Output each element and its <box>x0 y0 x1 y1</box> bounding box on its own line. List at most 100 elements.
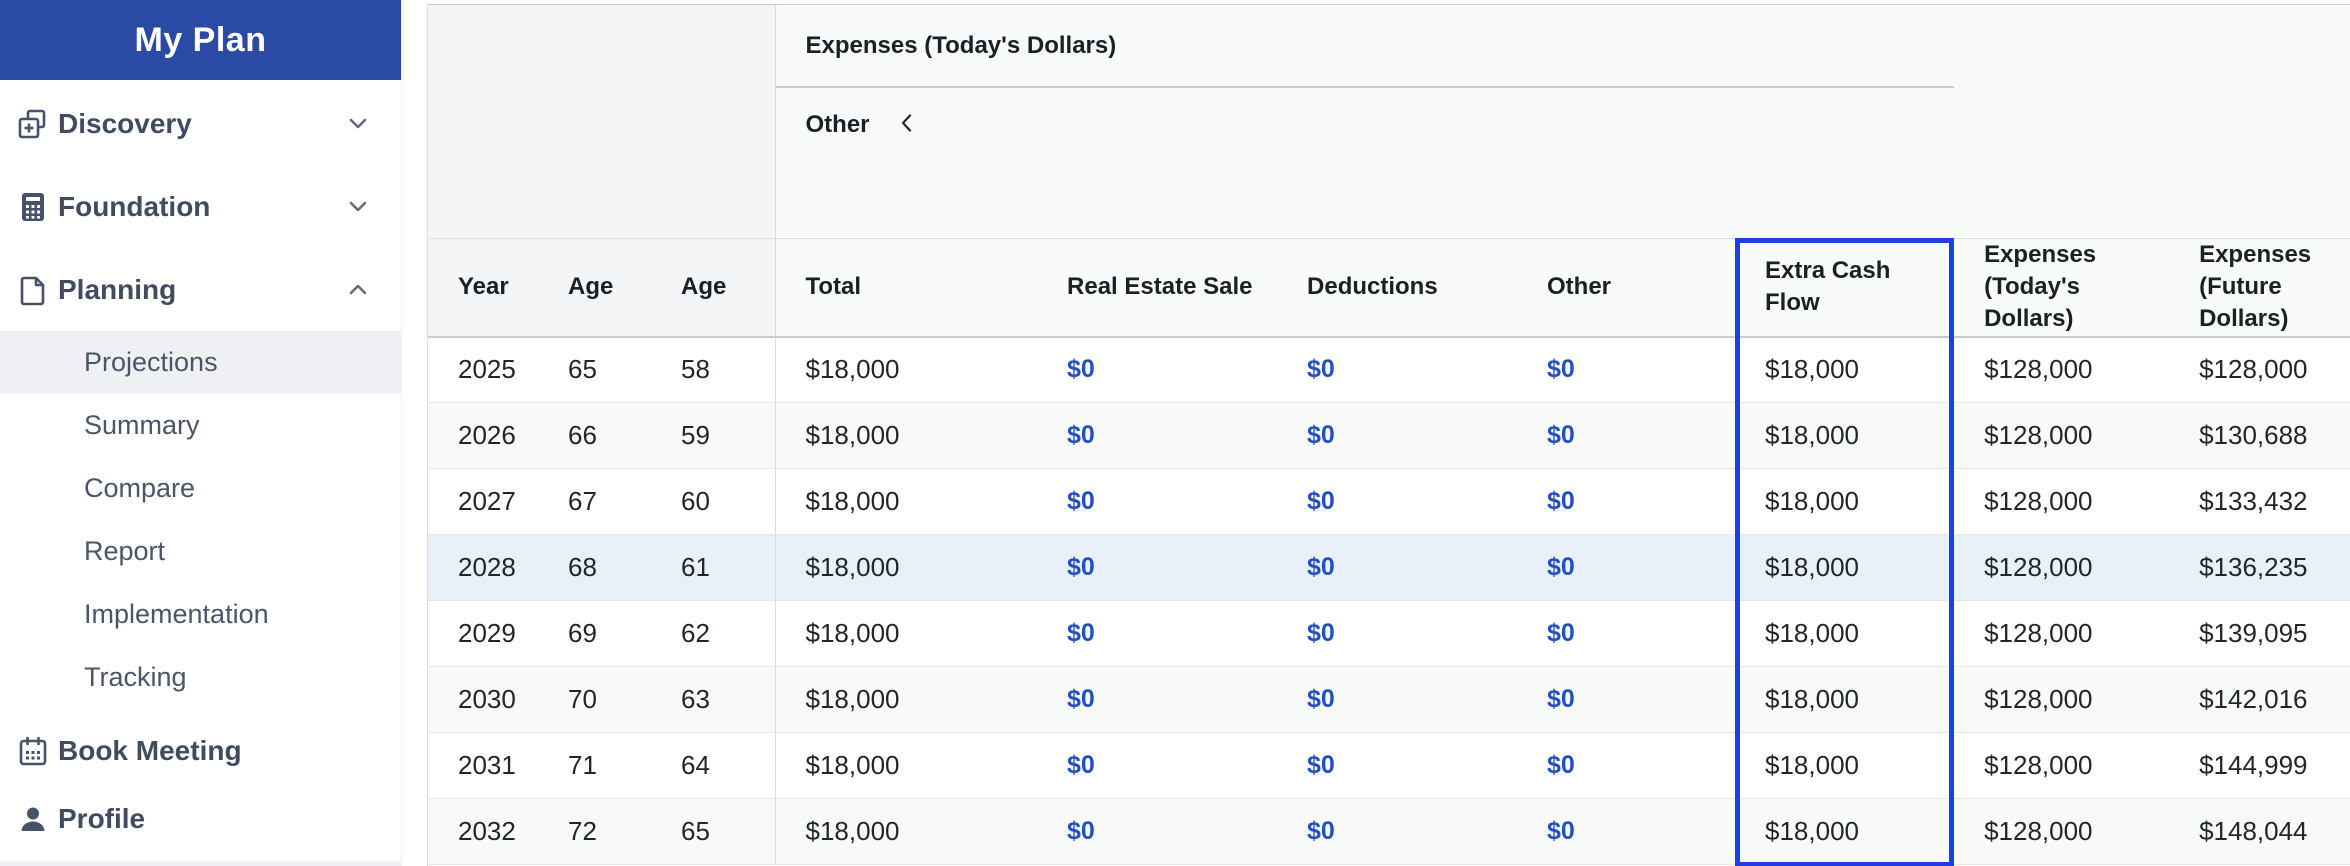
cell-year: 2029 <box>428 600 538 668</box>
sidebar-item-book-meeting[interactable]: Book Meeting <box>0 717 401 785</box>
collapse-chevron-left-icon[interactable] <box>896 112 918 134</box>
table-row[interactable]: 2031 71 64 $18,000 $0 $0 $0 $18,000 $128,000 $144… <box>428 732 2350 800</box>
cell-expenses-future-dollars: $130,688 <box>2169 402 2350 470</box>
cell-extra-cash-flow: $18,000 <box>1735 336 1955 404</box>
sidebar-item-label: Profile <box>58 803 146 834</box>
chevron-up-icon[interactable] <box>343 275 373 305</box>
cell-expenses-todays-dollars: $128,000 <box>1954 600 2170 668</box>
cell-deductions[interactable]: $0 <box>1277 798 1518 866</box>
cell-age-spouse: 62 <box>651 600 776 668</box>
col-header-real-estate-sale: Real Estate Sale <box>1037 237 1278 338</box>
cell-age-spouse: 58 <box>651 336 776 404</box>
chevron-down-icon[interactable] <box>343 109 373 139</box>
cell-other[interactable]: $0 <box>1517 402 1736 470</box>
cell-expenses-todays-dollars: $128,000 <box>1954 732 2170 800</box>
sidebar-subitem-label: Summary <box>84 410 200 440</box>
cell-expenses-future-dollars: $144,999 <box>2169 732 2350 800</box>
sidebar-subitem-label: Report <box>84 536 166 566</box>
cell-real-estate-sale[interactable]: $0 <box>1037 534 1278 602</box>
cell-total: $18,000 <box>775 732 1038 800</box>
header-top-right-cell <box>1954 5 2350 238</box>
cell-other[interactable]: $0 <box>1517 732 1736 800</box>
cell-total: $18,000 <box>775 468 1038 536</box>
col-header-year: Year <box>428 237 538 338</box>
cell-other[interactable]: $0 <box>1517 798 1736 866</box>
sidebar-item-report[interactable]: Report <box>0 520 401 583</box>
cell-real-estate-sale[interactable]: $0 <box>1037 402 1278 470</box>
cell-real-estate-sale[interactable]: $0 <box>1037 798 1278 866</box>
sidebar-item-projections[interactable]: Projections <box>0 331 401 394</box>
sidebar-subitem-label: Implementation <box>84 599 269 629</box>
cell-real-estate-sale[interactable]: $0 <box>1037 666 1278 734</box>
table-row[interactable]: 2032 72 65 $18,000 $0 $0 $0 $18,000 $128,000 $148… <box>428 798 2350 866</box>
cell-total: $18,000 <box>775 798 1038 866</box>
cell-year: 2032 <box>428 798 538 866</box>
cell-age-spouse: 61 <box>651 534 776 602</box>
sidebar-item-implementation[interactable]: Implementation <box>0 583 401 646</box>
table-row[interactable]: 2026 66 59 $18,000 $0 $0 $0 $18,000 $128,000 $130… <box>428 402 2350 470</box>
col-header-expenses-todays: Expenses (Today's Dollars) <box>1954 237 2170 338</box>
sidebar-subitem-label: Tracking <box>84 662 187 692</box>
table-row[interactable]: 2030 70 63 $18,000 $0 $0 $0 $18,000 $128,000 $142… <box>428 666 2350 734</box>
cell-deductions[interactable]: $0 <box>1277 402 1518 470</box>
cell-expenses-future-dollars: $139,095 <box>2169 600 2350 668</box>
cell-deductions[interactable]: $0 <box>1277 468 1518 536</box>
planning-submenu: Projections Summary Compare Report Imple… <box>0 331 401 709</box>
cell-deductions[interactable]: $0 <box>1277 732 1518 800</box>
cell-total: $18,000 <box>775 402 1038 470</box>
table-row[interactable]: 2029 69 62 $18,000 $0 $0 $0 $18,000 $128,000 $139… <box>428 600 2350 668</box>
cell-real-estate-sale[interactable]: $0 <box>1037 468 1278 536</box>
cell-total: $18,000 <box>775 600 1038 668</box>
table-row[interactable]: 2025 65 58 $18,000 $0 $0 $0 $18,000 $128,000 $128… <box>428 336 2350 404</box>
sidebar-item-profile[interactable]: Profile <box>0 785 401 853</box>
cell-real-estate-sale[interactable]: $0 <box>1037 732 1278 800</box>
cell-deductions[interactable]: $0 <box>1277 666 1518 734</box>
plan-title-text: My Plan <box>134 20 267 59</box>
sidebar: My Plan Discovery <box>0 0 402 866</box>
sidebar-item-foundation[interactable]: Foundation <box>0 165 401 248</box>
cell-total: $18,000 <box>775 666 1038 734</box>
cell-year: 2025 <box>428 336 538 404</box>
sidebar-item-label: Foundation <box>58 190 211 222</box>
cell-expenses-todays-dollars: $128,000 <box>1954 468 2170 536</box>
cell-real-estate-sale[interactable]: $0 <box>1037 600 1278 668</box>
cell-age-primary: 69 <box>538 600 651 668</box>
cell-expenses-future-dollars: $136,235 <box>2169 534 2350 602</box>
col-header-deductions: Deductions <box>1277 237 1518 338</box>
group-header-row: Expenses (Today's Dollars) <box>428 5 2350 238</box>
sidebar-subitem-label: Compare <box>84 473 196 503</box>
sidebar-item-tracking[interactable]: Tracking <box>0 646 401 709</box>
cell-other[interactable]: $0 <box>1517 468 1736 536</box>
sidebar-item-planning[interactable]: Planning <box>0 248 401 331</box>
discovery-add-icon <box>15 106 51 142</box>
cell-other[interactable]: $0 <box>1517 666 1736 734</box>
sidebar-item-discovery[interactable]: Discovery <box>0 82 401 165</box>
cell-age-primary: 67 <box>538 468 651 536</box>
sidebar-item-compare[interactable]: Compare <box>0 457 401 520</box>
cell-expenses-todays-dollars: $128,000 <box>1954 666 2170 734</box>
subgroup-label: Other <box>805 111 870 138</box>
cell-real-estate-sale[interactable]: $0 <box>1037 336 1278 404</box>
sidebar-item-summary[interactable]: Summary <box>0 394 401 457</box>
col-header-extra-cash-flow: Extra Cash Flow <box>1735 237 1955 338</box>
sidebar-bottom-divider <box>0 861 401 866</box>
cell-year: 2028 <box>428 534 538 602</box>
col-header-other: Other <box>1517 237 1736 338</box>
cell-expenses-todays-dollars: $128,000 <box>1954 798 2170 866</box>
table-row[interactable]: 2028 68 61 $18,000 $0 $0 $0 $18,000 $128,000 $136… <box>428 534 2350 602</box>
cell-deductions[interactable]: $0 <box>1277 336 1518 404</box>
cell-deductions[interactable]: $0 <box>1277 534 1518 602</box>
projections-table: Expenses (Today's Dollars) Other Year Ag… <box>428 5 2350 866</box>
cell-age-spouse: 60 <box>651 468 776 536</box>
table-row[interactable]: 2027 67 60 $18,000 $0 $0 $0 $18,000 $128,000 $133… <box>428 468 2350 536</box>
projections-table-container: Expenses (Today's Dollars) Other Year Ag… <box>427 4 2350 866</box>
calendar-icon <box>15 733 51 769</box>
sidebar-item-label: Book Meeting <box>58 735 242 766</box>
chevron-down-icon[interactable] <box>343 192 373 222</box>
cell-deductions[interactable]: $0 <box>1277 600 1518 668</box>
cell-other[interactable]: $0 <box>1517 534 1736 602</box>
cell-other[interactable]: $0 <box>1517 336 1736 404</box>
cell-expenses-todays-dollars: $128,000 <box>1954 534 2170 602</box>
cell-other[interactable]: $0 <box>1517 600 1736 668</box>
cell-extra-cash-flow: $18,000 <box>1735 666 1955 734</box>
